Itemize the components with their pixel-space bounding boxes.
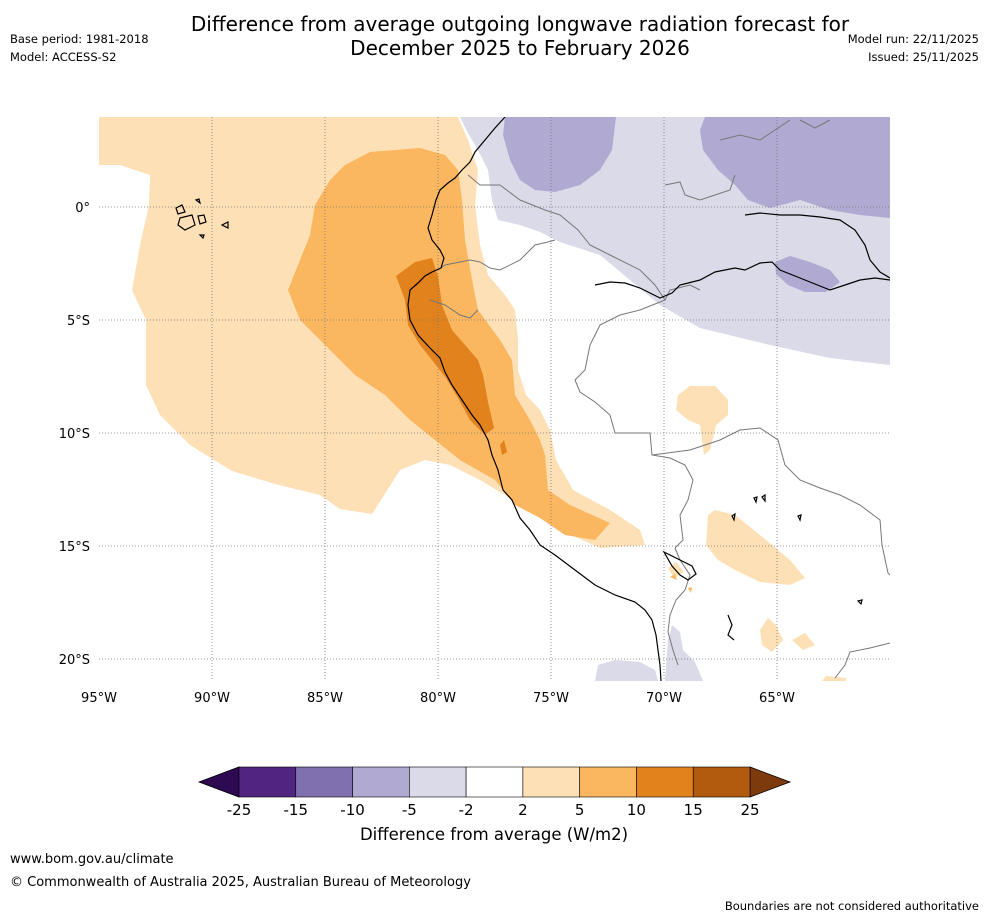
border-ecuador-peru [437, 239, 556, 271]
lon-tick-label: 90°W [194, 691, 230, 706]
colorbar-segment [465, 766, 524, 798]
medium-purple-region-nw [503, 117, 616, 192]
light-orange-region-inland-3 [760, 618, 783, 652]
lake-1 [761, 493, 766, 503]
lat-tick-label: 20°S [59, 653, 90, 668]
lon-tick-label: 80°W [420, 691, 456, 706]
model-text: Model: ACCESS-S2 [10, 50, 117, 64]
colorbar-label: Difference from average (W/m2) [359, 825, 629, 844]
dark-orange-region-spot [500, 440, 507, 455]
issued-text: Issued: 25/11/2025 [868, 50, 979, 64]
disclaimer-text: Boundaries are not considered authoritat… [724, 899, 979, 913]
river-negro [744, 212, 890, 279]
colorbar-tick-label: 2 [518, 801, 528, 819]
border-bolivia-brazil [651, 427, 890, 576]
galapagos-island-6 [194, 198, 201, 205]
title-line-2: December 2025 to February 2026 [350, 36, 690, 60]
lon-tick-label: 75°W [533, 691, 569, 706]
galapagos-island-3 [197, 214, 207, 225]
lon-tick-label: 95°W [81, 691, 117, 706]
colorbar-tick-label: 25 [740, 801, 759, 819]
lat-tick-labels: 0° 5°S 10°S 15°S 20°S [59, 201, 90, 668]
lat-tick-label: 15°S [59, 540, 90, 555]
lat-tick-label: 10°S [59, 427, 90, 442]
website-link[interactable]: www.bom.gov.au/climate [10, 852, 174, 867]
colorbar-segment [692, 766, 751, 798]
colorbar-tick-label: -25 [227, 801, 252, 819]
medium-purple-region-ne [700, 117, 890, 218]
colorbar: -25 -15 -10 -5 -2 2 5 10 15 25 [197, 766, 792, 819]
colorbar-tick-label: -2 [459, 801, 474, 819]
meta-right: Model run: 22/11/2025 Issued: 25/11/2025 [848, 30, 979, 66]
colorbar-segments [238, 766, 751, 798]
colorbar-under-arrow [197, 766, 240, 798]
light-orange-region-inland-1 [676, 386, 728, 455]
orange-region-small-1 [670, 574, 677, 580]
orange-region-small-2 [688, 587, 692, 593]
light-orange-region-inland-4 [792, 633, 815, 650]
negative-anomaly-regions [460, 117, 890, 681]
colorbar-tick-label: 5 [575, 801, 585, 819]
border-galapagos-area [799, 119, 831, 129]
medium-purple-region-blob [775, 256, 840, 292]
river-amazon [594, 261, 890, 299]
lat-tick-label: 0° [75, 201, 90, 216]
colorbar-segment [295, 766, 353, 798]
lon-tick-label: 70°W [646, 691, 682, 706]
colorbar-segment [636, 766, 694, 798]
colorbar-tick-label: 15 [684, 801, 703, 819]
lake-2 [753, 496, 758, 504]
coastline-west-south-america [407, 117, 662, 681]
border-bolivia-chile [667, 547, 691, 666]
lake-3 [731, 512, 736, 522]
colorbar-segment [579, 766, 637, 798]
map-plot-area [99, 117, 890, 681]
light-purple-region-south-1 [595, 660, 658, 681]
colorbar-tick-label: -5 [402, 801, 417, 819]
colorbar-tick-label: -15 [284, 801, 309, 819]
lon-tick-label: 85°W [307, 691, 343, 706]
model-run-text: Model run: 22/11/2025 [847, 32, 979, 46]
lon-tick-label: 65°W [759, 691, 795, 706]
gridlines [99, 117, 890, 681]
galapagos-island-5 [198, 234, 205, 240]
border-colombia-venezuela [664, 174, 736, 201]
galapagos-island-1 [175, 204, 186, 215]
copyright-text: © Commonwealth of Australia 2025, Austra… [10, 875, 471, 890]
title-line-1: Difference from average outgoing longwav… [190, 12, 850, 36]
colorbar-segment [238, 766, 297, 798]
coastlines [175, 117, 890, 681]
river-madre-de-dios [727, 614, 735, 641]
base-period-text: Base period: 1981-2018 [10, 32, 149, 46]
lake-4 [797, 514, 802, 522]
coastline-lake-titicaca [662, 550, 697, 581]
dark-orange-region-coastal [396, 258, 494, 435]
colorbar-tick-label: -10 [340, 801, 365, 819]
light-orange-region-inland-5 [822, 676, 846, 681]
colorbar-segment [352, 766, 410, 798]
lon-tick-labels: 95°W 90°W 85°W 80°W 75°W 70°W 65°W [81, 691, 795, 706]
colorbar-over-arrow [749, 766, 792, 798]
lat-tick-label: 5°S [67, 314, 90, 329]
border-venezuela-brazil [719, 119, 791, 141]
light-orange-region-inland-2 [706, 510, 805, 585]
lake-5 [856, 599, 863, 606]
border-ecuador-peru-south [429, 299, 479, 319]
light-purple-region-south-2 [665, 625, 703, 681]
colorbar-segment [409, 766, 467, 798]
border-peru-brazil [574, 299, 694, 549]
meta-left: Base period: 1981-2018 Model: ACCESS-S2 [10, 30, 149, 66]
colorbar-tick-label: 10 [627, 801, 646, 819]
border-bolivia-paraguay [834, 642, 890, 679]
galapagos-island-4 [220, 221, 229, 229]
positive-anomaly-regions [99, 117, 846, 681]
map-title: Difference from average outgoing longwav… [0, 12, 988, 60]
galapagos-island-2 [177, 214, 196, 231]
colorbar-tick-labels: -25 -15 -10 -5 -2 2 5 10 15 25 [227, 801, 760, 819]
colorbar-segment [522, 766, 580, 798]
